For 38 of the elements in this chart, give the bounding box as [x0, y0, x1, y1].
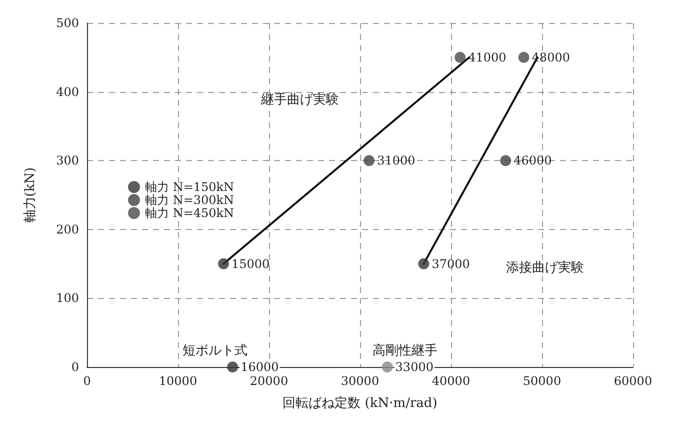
x-tick-label: 0	[83, 374, 91, 388]
annotation: 46000	[514, 154, 552, 168]
y-tick-label: 400	[56, 84, 79, 99]
y-tick-label: 200	[56, 222, 79, 236]
point	[227, 362, 238, 372]
point	[518, 52, 530, 63]
x-tick-label: 60000	[614, 374, 652, 388]
annotation: 継手曲げ実験	[260, 92, 339, 108]
annotation: 33000	[395, 360, 434, 374]
annotation: 48000	[532, 50, 570, 64]
x-tick-label: 50000	[522, 374, 562, 388]
y-tick-label: 100	[56, 291, 79, 306]
annotation: 15000	[232, 256, 270, 271]
x-axis-title: 回転ばね定数 (kN·m/rad)	[282, 396, 438, 411]
annotation: 37000	[432, 256, 470, 271]
point	[418, 258, 430, 270]
annotation: 41000	[468, 50, 506, 64]
x-tick-label: 10000	[158, 374, 198, 388]
point	[454, 52, 466, 63]
legend-label: 軸力 N=150kN	[145, 180, 234, 194]
annotation: 16000	[240, 360, 279, 374]
y-tick-label: 0	[71, 360, 79, 374]
x-tick-label: 40000	[432, 374, 470, 388]
y-tick-label: 300	[56, 154, 79, 168]
point	[364, 155, 375, 166]
annotation: 短ボルト式	[182, 344, 248, 358]
x-tick-label: 20000	[250, 374, 288, 388]
point	[218, 258, 229, 270]
annotation: 高剛性継手	[372, 342, 438, 358]
y-axis-title: 軸力(kN)	[23, 167, 38, 223]
legend-label: 軸力 N=450kN	[145, 206, 234, 220]
annotation: 31000	[377, 154, 416, 168]
point	[500, 155, 512, 166]
y-tick-label: 500	[56, 16, 79, 30]
x-tick-label: 30000	[340, 374, 380, 388]
legend-label: 軸力 N=300kN	[145, 193, 234, 207]
annotation: 添接曲げ実験	[506, 260, 584, 276]
point	[382, 362, 393, 372]
